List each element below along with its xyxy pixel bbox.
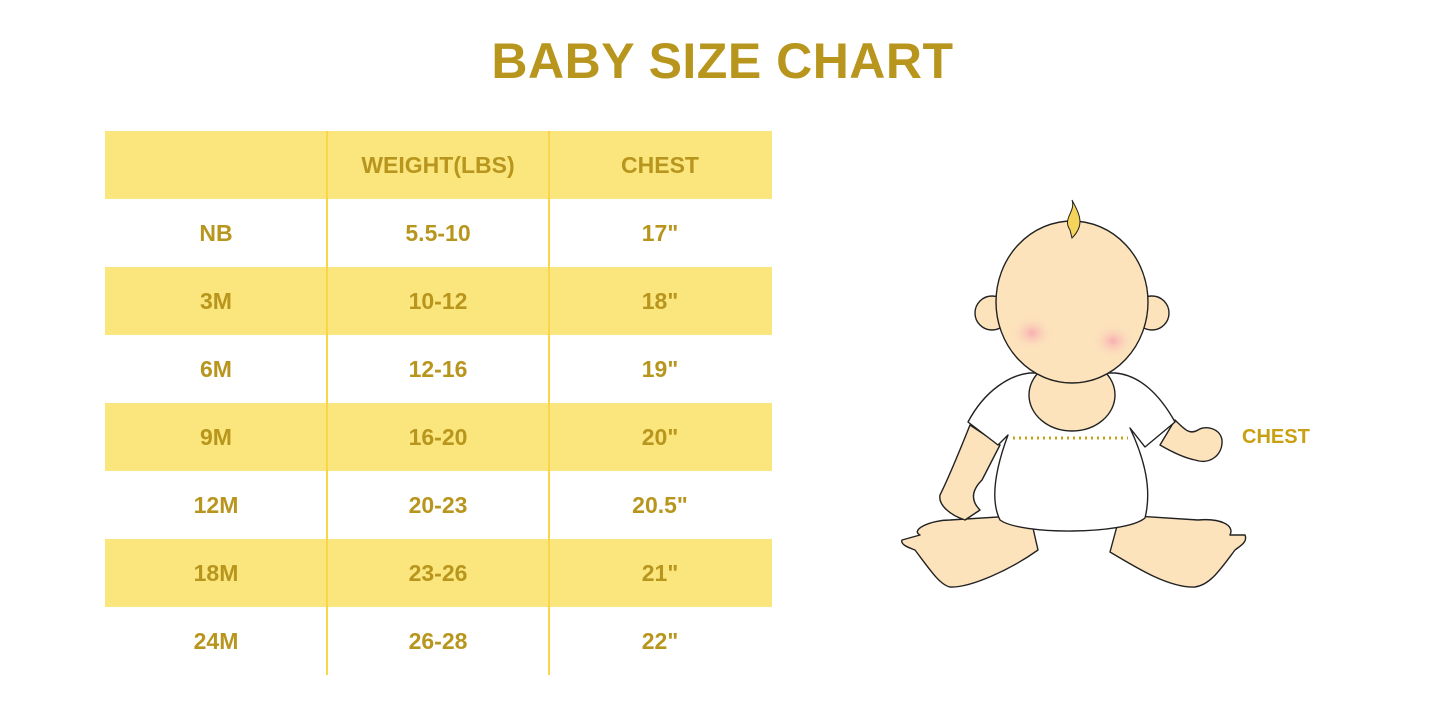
header-cell-weight: WEIGHT(LBS) <box>361 151 515 178</box>
weight-cell: 16-20 <box>408 423 468 450</box>
table-row: 9M 16-20 20" <box>105 403 772 471</box>
size-table: WEIGHT(LBS) CHEST NB 5.5-10 17" 3M 10-12… <box>105 131 772 675</box>
weight-cell: 10-12 <box>408 287 468 314</box>
table-row: 6M 12-16 19" <box>105 335 772 403</box>
weight-cell: 20-23 <box>408 491 468 518</box>
chest-cell: 19" <box>641 355 679 382</box>
chest-cell: 20" <box>641 423 679 450</box>
weight-cell: 12-16 <box>408 355 468 382</box>
size-cell: 3M <box>200 287 232 314</box>
chest-cell: 21" <box>641 559 679 586</box>
size-cell: 12M <box>193 491 239 518</box>
hair-curl <box>1067 199 1081 239</box>
cheek <box>1091 323 1135 359</box>
table-row: 18M 23-26 21" <box>105 539 772 607</box>
size-cell: NB <box>199 219 233 246</box>
table-row: 12M 20-23 20.5" <box>105 471 772 539</box>
page-title: BABY SIZE CHART <box>491 33 954 89</box>
table-row: 3M 10-12 18" <box>105 267 772 335</box>
chest-label: CHEST <box>1242 426 1310 448</box>
chest-cell: 20.5" <box>632 491 688 518</box>
weight-cell: 5.5-10 <box>405 219 471 246</box>
size-cell: 6M <box>200 355 232 382</box>
header-cell-chest: CHEST <box>621 151 699 178</box>
baby-illustration <box>901 199 1247 588</box>
chest-cell: 17" <box>641 219 679 246</box>
table-header-row: WEIGHT(LBS) CHEST <box>105 131 772 199</box>
table-row: 24M 26-28 22" <box>105 607 772 675</box>
weight-cell: 26-28 <box>408 627 468 654</box>
chest-cell: 22" <box>641 627 679 654</box>
size-cell: 9M <box>200 423 232 450</box>
chest-cell: 18" <box>641 287 679 314</box>
weight-cell: 23-26 <box>408 559 468 586</box>
size-cell: 18M <box>193 559 239 586</box>
cheek <box>1010 315 1054 351</box>
column-divider <box>548 131 550 675</box>
column-divider <box>326 131 328 675</box>
size-cell: 24M <box>193 627 239 654</box>
table-row: NB 5.5-10 17" <box>105 199 772 267</box>
